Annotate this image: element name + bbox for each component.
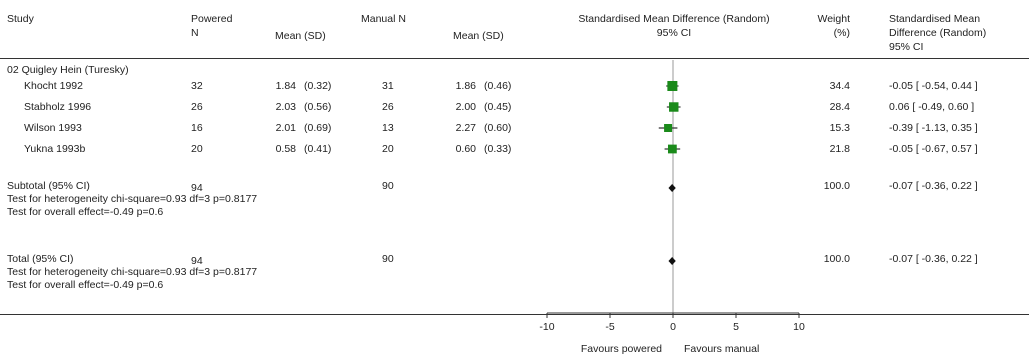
total-weight: 100.0: [823, 253, 850, 265]
footer-rule: [0, 314, 1029, 315]
header-effect-title: Standardised Mean Difference (Random): [578, 13, 770, 25]
powered-sd: (0.41): [304, 143, 332, 155]
study-name: Wilson 1993: [24, 122, 82, 134]
manual-sd: (0.60): [484, 122, 512, 134]
manual-sd: (0.45): [484, 101, 512, 113]
x-axis-tick-label: -10: [539, 321, 554, 333]
manual-mean: 0.60: [455, 143, 476, 155]
weight: 28.4: [829, 101, 850, 113]
subtotal-weight: 100.0: [823, 180, 850, 192]
study-box: [669, 102, 679, 112]
header-effect-col-3: 95% CI: [889, 41, 924, 53]
header-effect-col-2: Difference (Random): [889, 27, 987, 39]
total-label: Total (95% CI): [7, 253, 74, 265]
manual-mean: 2.27: [455, 122, 476, 134]
header-manual-mean: Mean (SD): [453, 30, 504, 42]
study-name: Khocht 1992: [24, 80, 83, 92]
powered-n: 32: [191, 80, 203, 92]
total-manual-n: 90: [382, 253, 394, 265]
effect-ci: -0.39 [ -1.13, 0.35 ]: [889, 122, 978, 134]
header-powered-mean: Mean (SD): [275, 30, 326, 42]
powered-mean: 0.58: [275, 143, 296, 155]
powered-sd: (0.56): [304, 101, 332, 113]
study-name: Stabholz 1996: [24, 101, 92, 113]
study-box: [667, 144, 677, 154]
total-heterogeneity: Test for heterogeneity chi-square=0.93 d…: [7, 266, 258, 278]
manual-mean: 2.00: [455, 101, 476, 113]
favours-powered-label: Favours powered: [580, 343, 662, 355]
x-axis-tick-label: 5: [733, 321, 739, 333]
weight: 34.4: [829, 80, 850, 92]
subtotal-overall-effect: Test for overall effect=-0.49 p=0.6: [7, 206, 164, 218]
group-title: 02 Quigley Hein (Turesky): [7, 64, 129, 76]
powered-n: 26: [191, 101, 203, 113]
header-weight: Weight: [817, 13, 851, 25]
powered-sd: (0.32): [304, 80, 332, 92]
manual-n: 31: [382, 80, 394, 92]
header-rule: [0, 58, 1029, 59]
subtotal-powered-n: 94: [191, 182, 203, 194]
total-overall-effect: Test for overall effect=-0.49 p=0.6: [7, 279, 164, 291]
powered-mean: 1.84: [275, 80, 296, 92]
powered-n: 20: [191, 143, 203, 155]
x-axis-tick-label: -5: [605, 321, 614, 333]
subtotal-label: Subtotal (95% CI): [7, 180, 90, 192]
summary-diamond: [668, 257, 676, 265]
favours-manual-label: Favours manual: [684, 343, 760, 355]
powered-sd: (0.69): [304, 122, 332, 134]
manual-mean: 1.86: [455, 80, 476, 92]
subtotal-manual-n: 90: [382, 180, 394, 192]
manual-n: 20: [382, 143, 394, 155]
effect-ci: 0.06 [ -0.49, 0.60 ]: [889, 101, 975, 113]
study-name: Yukna 1993b: [24, 143, 86, 155]
x-axis-tick-label: 0: [670, 321, 676, 333]
manual-n: 13: [382, 122, 394, 134]
study-box: [667, 81, 678, 91]
header-study: Study: [7, 13, 34, 25]
powered-n: 16: [191, 122, 203, 134]
total-powered-n: 94: [191, 255, 203, 267]
manual-sd: (0.46): [484, 80, 512, 92]
header-manual-n: Manual N: [361, 13, 406, 25]
manual-n: 26: [382, 101, 394, 113]
study-box: [664, 123, 673, 133]
subtotal-ci: -0.07 [ -0.36, 0.22 ]: [889, 180, 978, 192]
effect-ci: -0.05 [ -0.67, 0.57 ]: [889, 143, 978, 155]
header-powered-n-2: N: [191, 27, 199, 39]
summary-diamond: [668, 184, 676, 192]
x-axis-tick-label: 10: [793, 321, 805, 333]
effect-ci: -0.05 [ -0.54, 0.44 ]: [889, 80, 978, 92]
powered-mean: 2.03: [275, 101, 296, 113]
total-ci: -0.07 [ -0.36, 0.22 ]: [889, 253, 978, 265]
header-weight-unit: (%): [833, 27, 850, 39]
subtotal-heterogeneity: Test for heterogeneity chi-square=0.93 d…: [7, 193, 258, 205]
powered-mean: 2.01: [275, 122, 296, 134]
header-effect-col-1: Standardised Mean: [889, 13, 981, 25]
manual-sd: (0.33): [484, 143, 512, 155]
weight: 21.8: [829, 143, 850, 155]
weight: 15.3: [829, 122, 850, 134]
header-effect-ci: 95% CI: [656, 27, 692, 39]
header-powered-n-1: Powered: [191, 13, 233, 25]
